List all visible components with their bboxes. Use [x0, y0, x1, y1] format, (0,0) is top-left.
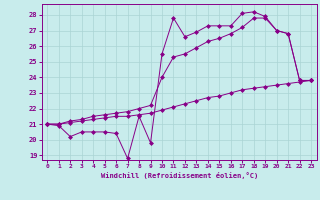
X-axis label: Windchill (Refroidissement éolien,°C): Windchill (Refroidissement éolien,°C) — [100, 172, 258, 179]
